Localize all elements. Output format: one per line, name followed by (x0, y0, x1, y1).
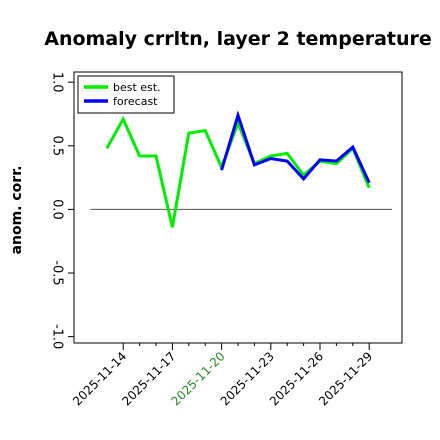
series (105, 115, 371, 228)
y-axis-label: anom. corr. (9, 166, 25, 255)
y-tick-label: -0.5 (50, 260, 65, 285)
legend-label: forecast (113, 95, 158, 108)
series (220, 110, 371, 184)
y-tick-label: 0.0 (50, 199, 65, 220)
y-tick-label: 1.0 (50, 72, 65, 93)
chart-title: Anomaly crrltn, layer 2 temperature (44, 28, 432, 50)
legend-label: best est. (113, 81, 161, 94)
x-axis: 2025-11-142025-11-172025-11-202025-11-23… (70, 343, 375, 408)
series-layer (105, 110, 371, 228)
legend: best est.forecast (77, 75, 175, 114)
legend-box (77, 75, 175, 114)
y-tick-label: -1.0 (50, 324, 65, 349)
y-tick-label: 0.5 (50, 135, 65, 156)
series-line (220, 110, 371, 184)
series-line (105, 115, 371, 228)
y-axis: -1.0 -0.5 0.0 0.5 1.0 (50, 72, 74, 349)
